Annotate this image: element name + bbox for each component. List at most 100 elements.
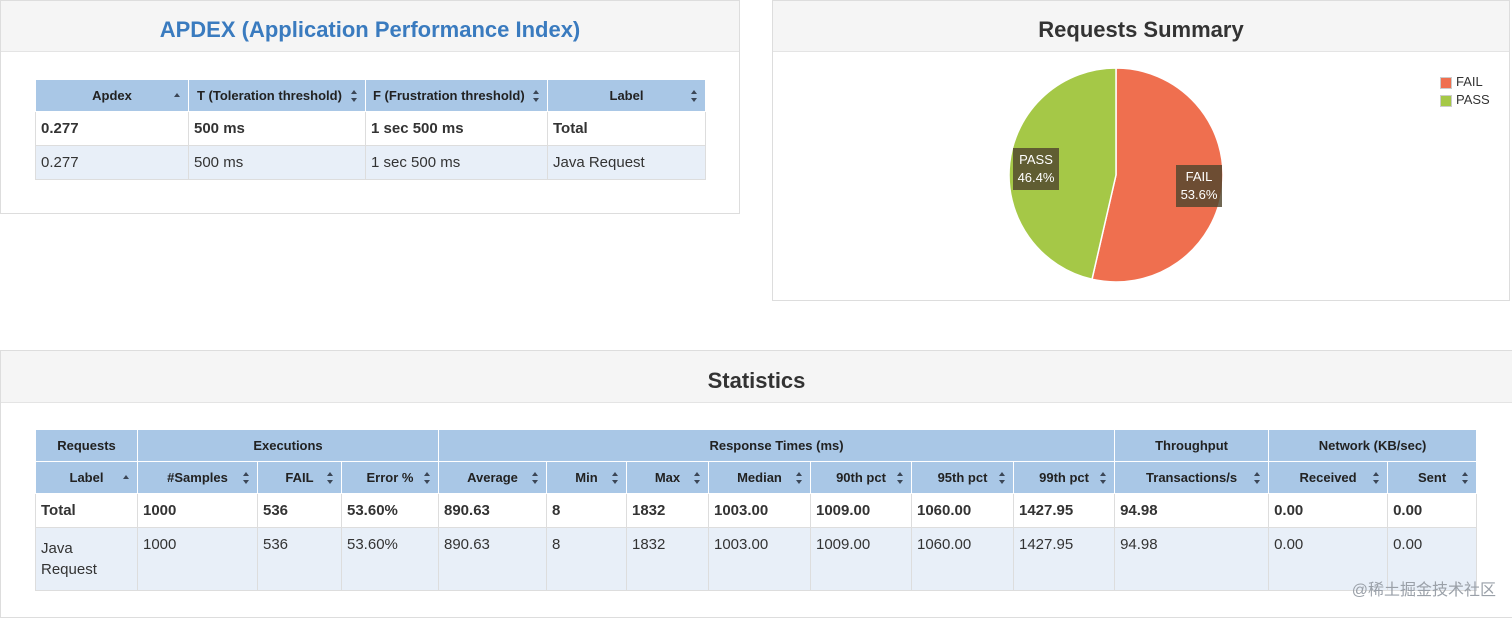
apdex-table: Apdex T (Toleration threshold) F (Frustr… [35,79,706,180]
stats-header-median[interactable]: Median [708,461,811,494]
table-row: Java Request 1000 536 53.60% 890.63 8 18… [35,527,1478,591]
requests-summary-title: Requests Summary [773,1,1509,52]
sort-icon [796,471,803,484]
sort-icon [351,89,358,102]
legend-swatch-pass [1440,94,1452,107]
stats-cell: 536 [257,527,342,591]
apdex-cell: 0.277 [35,145,189,180]
pie-label-pass-pct: 46.4% [1017,170,1055,185]
pie-label-pass-name: PASS [1019,152,1053,167]
apdex-cell: 500 ms [188,145,366,180]
stats-cell: 1427.95 [1012,527,1116,591]
stats-cell: 0.00 [1387,493,1478,528]
stats-header-95th[interactable]: 95th pct [911,461,1014,494]
sort-icon [691,89,698,102]
stats-cell: 1000 [137,527,258,591]
stats-header-average[interactable]: Average [438,461,547,494]
stats-cell: 1003.00 [708,493,811,528]
watermark: @稀土掘金技术社区 [1351,582,1496,599]
stats-cell: 890.63 [438,493,547,528]
stats-cell: 8 [546,493,627,528]
stats-cell: 1060.00 [911,527,1014,591]
sort-icon [1100,471,1107,484]
pie-label-fail-pct: 53.6% [1180,187,1218,202]
pie-label-fail-name: FAIL [1185,169,1213,184]
legend-item-fail[interactable]: FAIL [1440,74,1483,89]
sort-icon [532,471,539,484]
stats-header-min[interactable]: Min [546,461,627,494]
sort-ascending-icon [174,90,181,102]
stats-header-transactions[interactable]: Transactions/s [1114,461,1270,494]
sort-icon [424,471,431,484]
stats-header-99th[interactable]: 99th pct [1012,461,1116,494]
pie-label-fail: FAIL 53.6% [1176,165,1222,207]
sort-icon [533,89,540,102]
apdex-cell: 1 sec 500 ms [365,145,548,180]
sort-icon [612,471,619,484]
group-header-network: Network (KB/sec) [1268,429,1478,462]
stats-cell: 1832 [626,527,709,591]
stats-cell: 94.98 [1114,527,1270,591]
stats-header-label[interactable]: Label [35,461,138,494]
apdex-cell: 1 sec 500 ms [365,111,548,146]
table-row: 0.277 500 ms 1 sec 500 ms Java Request [35,145,706,180]
apdex-header-toleration[interactable]: T (Toleration threshold) [188,79,366,112]
table-row: 0.277 500 ms 1 sec 500 ms Total [35,111,706,146]
sort-ascending-icon [123,472,130,484]
stats-cell: 890.63 [438,527,547,591]
stats-cell: 53.60% [341,527,439,591]
sort-icon [1373,471,1380,484]
table-row: Total 1000 536 53.60% 890.63 8 1832 1003… [35,493,1478,528]
group-header-requests: Requests [35,429,138,462]
apdex-cell: Total [547,111,706,146]
stats-cell: 0.00 [1387,527,1478,591]
stats-header-error-pct[interactable]: Error % [341,461,439,494]
apdex-title: APDEX (Application Performance Index) [1,1,739,52]
apdex-cell: Java Request [547,145,706,180]
stats-cell: 1009.00 [810,493,912,528]
apdex-header-label[interactable]: Label [547,79,706,112]
stats-cell: 536 [257,493,342,528]
sort-icon [1462,471,1469,484]
pie-label-pass: PASS 46.4% [1013,148,1059,190]
apdex-cell: 500 ms [188,111,366,146]
statistics-title: Statistics [1,351,1512,403]
group-header-executions: Executions [137,429,439,462]
stats-cell: 1060.00 [911,493,1014,528]
stats-cell: 1427.95 [1012,493,1116,528]
stats-cell: 53.60% [341,493,439,528]
stats-cell: 1009.00 [810,527,912,591]
legend-item-pass[interactable]: PASS [1440,92,1490,107]
legend-swatch-fail [1440,76,1452,89]
sort-icon [243,471,250,484]
stats-cell: Java Request [35,527,138,591]
stats-header-sent[interactable]: Sent [1387,461,1478,494]
sort-icon [327,471,334,484]
stats-cell: 94.98 [1114,493,1270,528]
apdex-cell: 0.277 [35,111,189,146]
sort-icon [999,471,1006,484]
stats-cell: 0.00 [1268,527,1389,591]
stats-cell: 0.00 [1268,493,1389,528]
stats-cell: 1832 [626,493,709,528]
stats-cell: Total [35,493,138,528]
sort-icon [694,471,701,484]
pie-slice-pass[interactable] [1008,67,1117,281]
stats-header-received[interactable]: Received [1268,461,1389,494]
sort-icon [897,471,904,484]
stats-cell: 1003.00 [708,527,811,591]
requests-pie-chart [1008,67,1224,283]
stats-header-90th[interactable]: 90th pct [810,461,912,494]
apdex-header-apdex[interactable]: Apdex [35,79,189,112]
sort-icon [1254,471,1261,484]
statistics-table: Requests Executions Response Times (ms) … [35,429,1478,591]
apdex-header-frustration[interactable]: F (Frustration threshold) [365,79,548,112]
group-header-throughput: Throughput [1114,429,1270,462]
pie-slice-fail[interactable] [1091,67,1224,283]
stats-header-samples[interactable]: #Samples [137,461,258,494]
group-header-response-times: Response Times (ms) [437,429,1116,462]
stats-cell: 1000 [137,493,258,528]
stats-cell: 8 [546,527,627,591]
stats-header-max[interactable]: Max [626,461,709,494]
stats-header-fail[interactable]: FAIL [257,461,342,494]
